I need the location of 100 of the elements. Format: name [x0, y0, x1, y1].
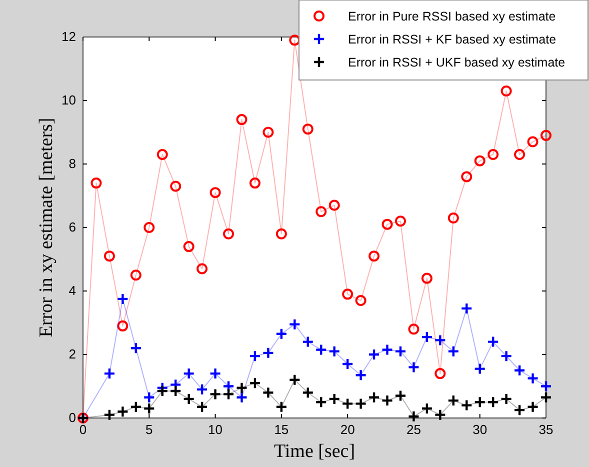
legend-label: Error in RSSI + KF based xy estimate — [348, 32, 556, 46]
y-axis-title: Error in xy estimate [meters] — [36, 118, 57, 338]
point — [434, 408, 446, 421]
point — [460, 302, 473, 315]
point — [130, 342, 142, 354]
point — [143, 402, 156, 415]
x-tick-label: 30 — [472, 422, 488, 438]
point — [420, 402, 434, 415]
point — [486, 336, 500, 348]
point — [143, 391, 156, 404]
point — [394, 345, 407, 358]
x-axis-title: Time [sec] — [274, 441, 356, 462]
y-tick-label: 6 — [68, 220, 76, 235]
point — [540, 391, 552, 404]
y-tick-label: 8 — [68, 156, 76, 172]
point — [540, 130, 552, 141]
point — [381, 394, 394, 407]
x-tick-label: 15 — [274, 422, 289, 438]
legend-label: Error in Pure RSSI based xy estimate — [348, 10, 556, 24]
point — [248, 350, 262, 362]
point — [302, 124, 314, 135]
point — [117, 320, 128, 332]
point — [513, 404, 526, 416]
point — [540, 380, 552, 392]
point — [183, 241, 194, 252]
point — [236, 382, 248, 394]
point — [526, 400, 539, 413]
point — [262, 386, 274, 399]
point — [328, 345, 340, 358]
point — [316, 206, 327, 218]
point — [488, 148, 499, 160]
point — [248, 376, 262, 390]
point — [90, 178, 102, 189]
legend-label: Error in RSSI + UKF based xy estimate — [348, 56, 566, 70]
point — [354, 398, 367, 410]
point — [382, 218, 393, 230]
point — [288, 374, 301, 386]
x-tick-label: 20 — [340, 422, 355, 438]
point — [447, 394, 460, 407]
point — [236, 391, 248, 404]
point — [182, 392, 195, 406]
x-tick-label: 10 — [208, 422, 223, 438]
x-tick-label: 0 — [79, 422, 87, 438]
point — [341, 358, 354, 370]
point — [315, 396, 328, 408]
point — [104, 250, 115, 262]
point — [103, 408, 116, 421]
point — [526, 372, 539, 384]
point — [210, 187, 221, 198]
point — [447, 345, 460, 358]
point — [275, 400, 288, 413]
point — [474, 155, 486, 166]
point — [103, 367, 116, 380]
point — [381, 344, 394, 356]
point — [500, 350, 512, 362]
y-tick-label: 12 — [62, 29, 76, 44]
point — [368, 250, 380, 262]
point — [474, 396, 486, 408]
x-tick-label: 25 — [406, 422, 421, 438]
point — [223, 228, 234, 240]
point — [368, 391, 380, 404]
y-tick-label: 10 — [62, 92, 76, 108]
y-tick-label: 2 — [68, 346, 76, 362]
point — [302, 336, 314, 348]
point — [156, 148, 168, 160]
point — [341, 398, 354, 410]
point — [222, 388, 235, 400]
y-tick-label: 0 — [68, 410, 76, 426]
point — [262, 346, 274, 360]
point — [354, 369, 367, 382]
point — [288, 318, 301, 330]
point — [514, 148, 526, 160]
point — [130, 270, 142, 281]
point — [448, 212, 459, 224]
point — [368, 348, 380, 361]
point — [408, 410, 420, 423]
point — [196, 263, 208, 274]
point — [170, 384, 182, 398]
point — [182, 367, 195, 380]
point — [408, 324, 420, 335]
x-tick-label: 35 — [538, 422, 554, 438]
point — [500, 85, 512, 96]
point — [156, 384, 168, 398]
point — [500, 392, 512, 406]
point — [315, 344, 328, 356]
x-tick-label: 5 — [146, 422, 153, 438]
point — [276, 228, 287, 240]
point — [196, 400, 208, 413]
point — [249, 178, 260, 189]
point — [434, 368, 446, 380]
point — [196, 383, 208, 396]
point — [209, 367, 222, 380]
point — [209, 388, 222, 400]
point — [474, 362, 486, 375]
point — [328, 392, 340, 406]
point — [420, 330, 434, 344]
point — [394, 390, 407, 402]
point — [408, 361, 420, 374]
point — [513, 364, 526, 376]
point — [144, 222, 155, 233]
